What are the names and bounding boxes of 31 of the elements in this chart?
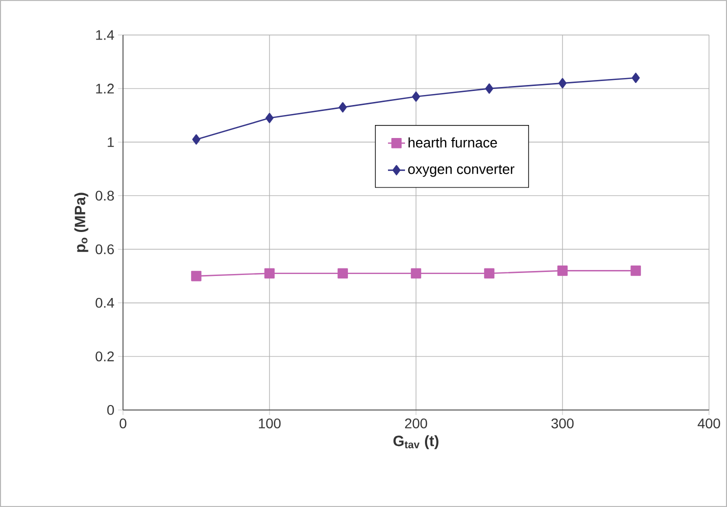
point bbox=[632, 72, 640, 83]
y-tick-label: 1.2 bbox=[96, 84, 114, 94]
x-tick-label: 400 bbox=[698, 418, 720, 428]
point bbox=[191, 270, 202, 282]
point bbox=[485, 83, 494, 94]
y-tick-label: 0.2 bbox=[96, 351, 114, 362]
point bbox=[412, 91, 420, 102]
legend-label: oxygen converter bbox=[408, 164, 514, 177]
x-tick-label: 300 bbox=[551, 418, 574, 428]
x-tick-label: 0 bbox=[120, 418, 126, 428]
y-tick-label: 1.4 bbox=[96, 30, 114, 40]
y-tick-label: 0.4 bbox=[96, 298, 114, 308]
y-tick-label: 0.6 bbox=[96, 244, 114, 254]
point bbox=[558, 78, 567, 88]
y-tick-label: 0.8 bbox=[96, 190, 114, 201]
legend-label: hearth furnace bbox=[408, 137, 497, 148]
point bbox=[557, 266, 568, 276]
x-tick-label: 100 bbox=[258, 418, 281, 428]
point bbox=[264, 268, 275, 279]
point bbox=[338, 268, 348, 279]
y-tick-label: 0 bbox=[107, 405, 114, 415]
y-tick-label: 1 bbox=[108, 137, 114, 147]
x-tick-label: 200 bbox=[405, 418, 428, 428]
x-axis-title: G$_{tav}$ (t) bbox=[393, 435, 438, 450]
point bbox=[265, 112, 274, 124]
y-axis-title: p$_{o}$ (MPa) bbox=[74, 192, 88, 252]
point bbox=[630, 266, 641, 276]
point bbox=[410, 268, 422, 279]
point bbox=[192, 134, 200, 145]
point bbox=[338, 102, 347, 112]
point bbox=[484, 268, 494, 279]
